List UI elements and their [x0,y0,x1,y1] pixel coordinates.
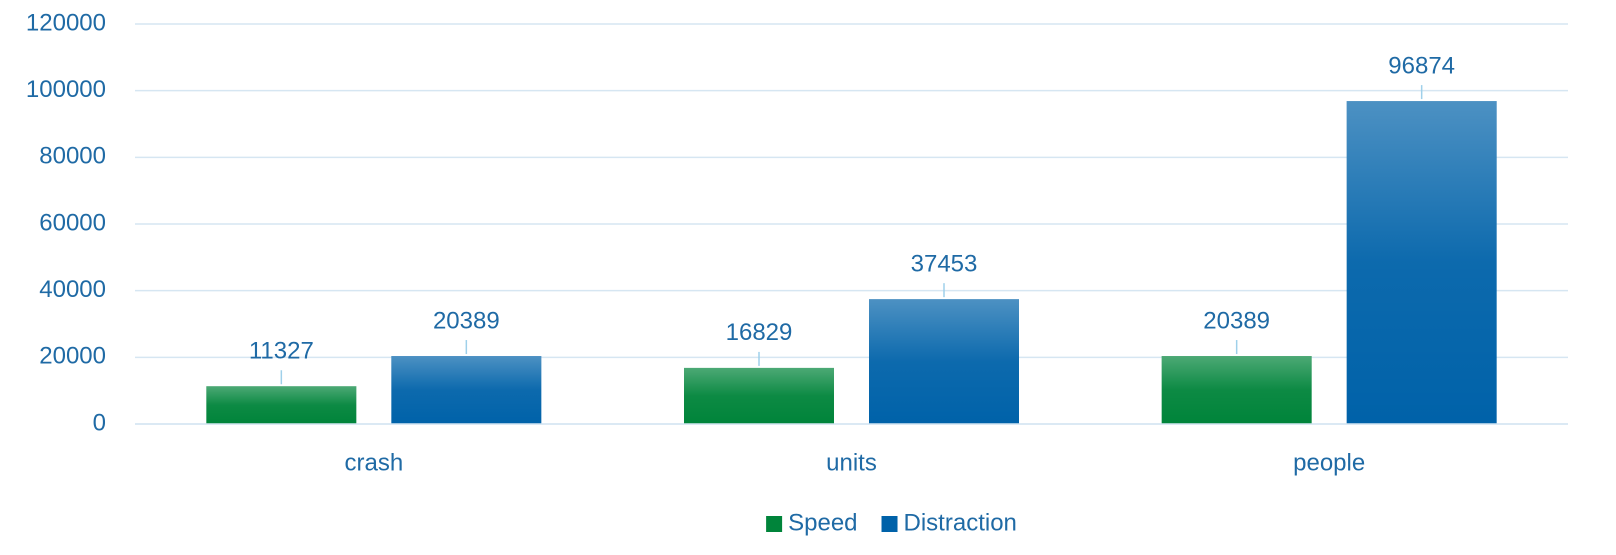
legend-label: Speed [788,509,857,536]
x-tick-label: crash [344,449,403,476]
y-tick-label: 80000 [39,143,106,170]
data-label: 37453 [911,251,978,278]
bar-sheen [1346,101,1497,424]
bar-sheen [684,367,834,424]
y-tick-label: 20000 [39,343,106,370]
y-tick-label: 100000 [26,76,106,103]
y-tick-label: 40000 [39,276,106,303]
bar-sheen [391,356,542,424]
data-label: 11327 [249,338,314,365]
y-tick-label: 0 [93,409,106,436]
y-tick-label: 60000 [39,209,106,236]
bar-sheen [206,386,357,424]
y-tick-label: 120000 [26,9,106,36]
legend-swatch [766,516,783,532]
data-label: 96874 [1388,52,1455,79]
data-label: 20389 [433,307,500,334]
data-label: 20389 [1203,307,1270,334]
data-label: 16829 [726,319,793,346]
bar-sheen [1161,356,1312,424]
x-tick-label: units [826,449,877,476]
x-tick-label: people [1293,449,1365,476]
bar-sheen [869,299,1019,424]
legend-label: Distraction [904,509,1017,536]
legend-swatch [881,516,898,532]
